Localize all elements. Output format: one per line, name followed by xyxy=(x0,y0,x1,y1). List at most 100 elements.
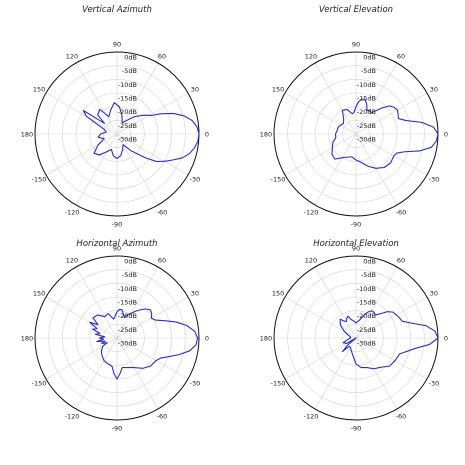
radial-gridline xyxy=(89,106,145,162)
radial-gridline xyxy=(342,120,370,148)
radial-tick-label: -15dB xyxy=(118,299,137,307)
angle-tick-label: 180 xyxy=(260,335,272,343)
radial-tick-label: -5dB xyxy=(122,67,137,75)
angle-tick-label: -30 xyxy=(190,380,201,388)
radial-gridline xyxy=(342,324,370,352)
radial-tick-label: -25dB xyxy=(357,122,376,130)
gain-pattern-line xyxy=(82,102,200,162)
radial-tick-label: -30dB xyxy=(357,136,376,144)
angle-tick-label: 150 xyxy=(272,290,284,298)
radial-gridline xyxy=(103,120,131,148)
angle-tick-label: 90 xyxy=(113,245,121,253)
radial-gridline xyxy=(48,65,186,203)
angle-tick-label: 90 xyxy=(352,41,360,49)
angle-tick-label: 30 xyxy=(191,290,199,298)
radial-tick-label: -30dB xyxy=(118,340,137,348)
radial-tick-label: -5dB xyxy=(361,271,376,279)
radial-gridline xyxy=(62,79,172,189)
radial-tick-label: 0dB xyxy=(363,54,376,62)
angle-tick-label: -60 xyxy=(396,412,407,420)
angle-tick-label: -30 xyxy=(429,176,440,184)
radial-tick-label: -30dB xyxy=(357,340,376,348)
polar-chart: Horizontal Azimuth 0dB -5dB -10dB -15dB -20dB… xyxy=(21,239,209,433)
angle-tick-label: 120 xyxy=(305,53,317,61)
angle-tick-label: -90 xyxy=(112,425,123,433)
angle-tick-label: -60 xyxy=(157,412,168,420)
polar-chart: Vertical Elevation 0dB -5dB -10dB -15dB -20dB… xyxy=(260,5,448,229)
radial-tick-label: -5dB xyxy=(122,271,137,279)
angle-tick-label: 60 xyxy=(158,257,166,265)
radial-tick-label: -25dB xyxy=(118,326,137,334)
radial-tick-label: -30dB xyxy=(118,136,137,144)
angle-tick-label: -150 xyxy=(271,380,286,388)
radial-gridline xyxy=(48,269,186,407)
radial-gridline xyxy=(62,283,172,393)
angle-tick-label: 150 xyxy=(272,86,284,94)
chart-title: Vertical Azimuth xyxy=(82,5,152,15)
radial-tick-label: -15dB xyxy=(357,299,376,307)
angle-tick-label: 60 xyxy=(397,257,405,265)
radial-tick-label: 0dB xyxy=(363,258,376,266)
angle-tick-label: 0 xyxy=(444,335,448,343)
angle-tick-label: -120 xyxy=(304,208,319,216)
radial-tick-label: 0dB xyxy=(124,54,137,62)
radial-gridline xyxy=(314,296,398,380)
angle-tick-label: -150 xyxy=(32,380,47,388)
angle-tick-label: 120 xyxy=(66,257,78,265)
angle-tick-label: 150 xyxy=(33,290,45,298)
radial-tick-label: -15dB xyxy=(118,95,137,103)
angle-tick-label: 180 xyxy=(21,131,33,139)
angle-tick-label: 90 xyxy=(113,41,121,49)
angle-tick-label: -30 xyxy=(429,380,440,388)
radial-tick-label: -10dB xyxy=(357,285,376,293)
angle-tick-label: 30 xyxy=(430,290,438,298)
radial-tick-label: -10dB xyxy=(118,285,137,293)
chart-title: Horizontal Elevation xyxy=(313,239,399,249)
radial-tick-label: -20dB xyxy=(357,312,376,320)
gain-pattern-line xyxy=(331,98,439,169)
angle-tick-label: 0 xyxy=(205,335,209,343)
angle-tick-label: 30 xyxy=(191,86,199,94)
radial-gridline xyxy=(287,269,425,407)
angle-tick-label: 30 xyxy=(430,86,438,94)
radial-tick-label: -10dB xyxy=(118,81,137,89)
angle-tick-label: -90 xyxy=(112,221,123,229)
angle-tick-label: -150 xyxy=(271,176,286,184)
angle-tick-label: 60 xyxy=(158,53,166,61)
gain-pattern-line xyxy=(89,308,199,380)
angle-tick-label: 120 xyxy=(305,257,317,265)
polar-chart: Horizontal Elevation 0dB -5dB -10dB -15dB -20… xyxy=(260,239,448,433)
angle-tick-label: 60 xyxy=(397,53,405,61)
radial-gridline xyxy=(301,283,411,393)
angle-tick-label: -30 xyxy=(190,176,201,184)
angle-tick-label: -90 xyxy=(351,425,362,433)
chart-title: Vertical Elevation xyxy=(319,5,393,15)
angle-tick-label: 0 xyxy=(444,131,448,139)
radial-tick-label: -25dB xyxy=(118,122,137,130)
radial-gridline xyxy=(287,65,425,203)
radial-gridline xyxy=(89,310,145,366)
radial-gridline xyxy=(103,324,131,352)
angle-tick-label: 180 xyxy=(21,335,33,343)
angle-tick-label: 90 xyxy=(352,245,360,253)
radial-gridline xyxy=(301,79,411,189)
radial-tick-label: 0dB xyxy=(124,258,137,266)
plot-boundary xyxy=(34,255,200,421)
gain-pattern-line xyxy=(339,310,439,370)
angle-tick-label: -120 xyxy=(304,412,319,420)
chart-title: Horizontal Azimuth xyxy=(76,239,157,249)
radial-gridline xyxy=(314,92,398,176)
polar-chart: Vertical Azimuth 0dB -5dB -10dB -15dB -20dB -2… xyxy=(21,5,209,229)
angle-tick-label: 120 xyxy=(66,53,78,61)
angle-tick-label: -120 xyxy=(65,208,80,216)
radial-tick-label: -25dB xyxy=(357,326,376,334)
angle-tick-label: -60 xyxy=(396,208,407,216)
angle-tick-label: -120 xyxy=(65,412,80,420)
angle-tick-label: 150 xyxy=(33,86,45,94)
radial-tick-label: -20dB xyxy=(118,108,137,116)
angle-tick-label: 0 xyxy=(205,131,209,139)
radial-tick-label: -5dB xyxy=(361,67,376,75)
angle-tick-label: -60 xyxy=(157,208,168,216)
radial-tick-label: -20dB xyxy=(357,108,376,116)
